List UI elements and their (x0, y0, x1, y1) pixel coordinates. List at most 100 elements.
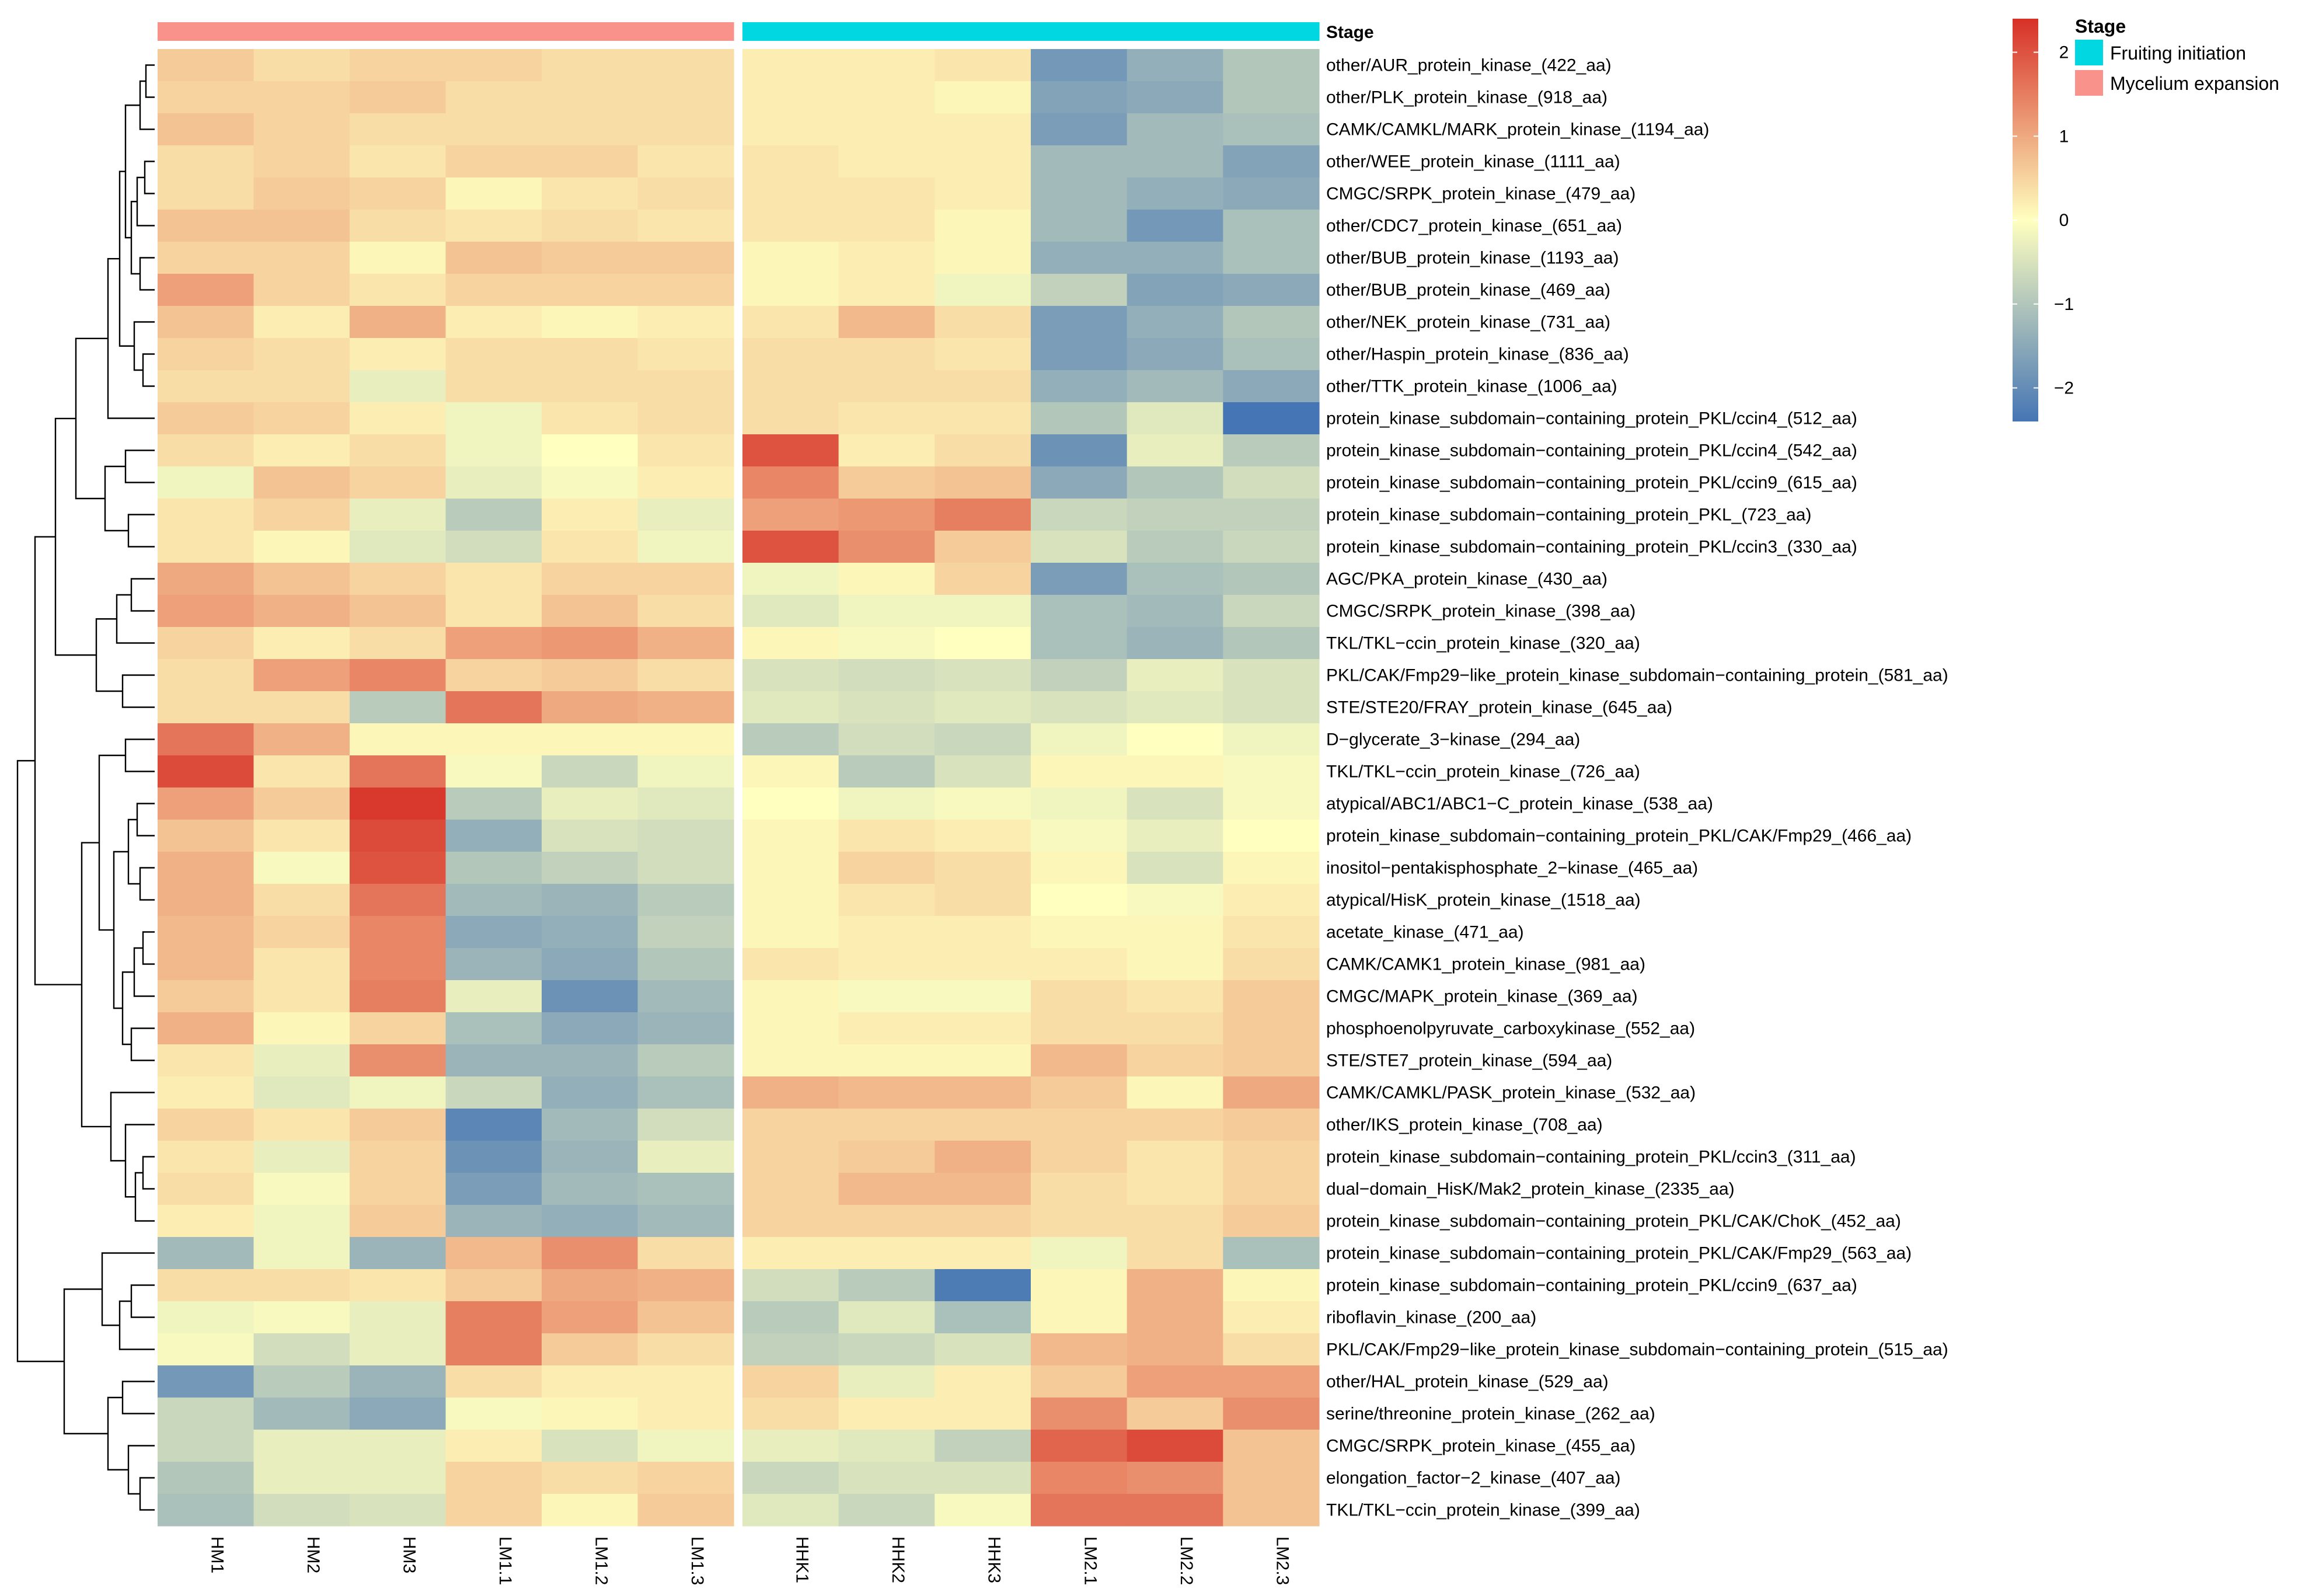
dendrogram-branch (134, 1172, 155, 1222)
heatmap-cell (934, 49, 1031, 82)
heatmap-cell (838, 434, 935, 467)
heatmap-cell (158, 177, 254, 210)
heatmap-cell (1127, 177, 1223, 210)
stage-annotation-cell (1223, 22, 1320, 41)
heatmap-cell (445, 1333, 542, 1366)
heatmap-cell (542, 1333, 639, 1366)
heatmap-cell (934, 466, 1031, 499)
heatmap-cell (350, 1494, 447, 1527)
heatmap-cell (350, 306, 447, 339)
heatmap-cell (445, 787, 542, 820)
heatmap-cell (637, 1205, 734, 1238)
heatmap-cell (158, 723, 254, 756)
column-label: HHK2 (888, 1536, 908, 1583)
heatmap-cell (350, 1044, 447, 1077)
heatmap-cell (637, 1430, 734, 1462)
heatmap-cell (1031, 563, 1128, 595)
heatmap-cell (542, 627, 639, 660)
heatmap-cell (1223, 338, 1320, 371)
heatmap-cell (1031, 595, 1128, 628)
heatmap-cell (934, 145, 1031, 178)
heatmap-cell (637, 1173, 734, 1205)
heatmap-cell (1127, 338, 1223, 371)
row-label: riboflavin_kinase_(200_aa) (1326, 1308, 1536, 1327)
heatmap-cell (934, 627, 1031, 660)
heatmap-cell (742, 210, 839, 242)
row-labels: other/AUR_protein_kinase_(422_aa) other/P… (1326, 56, 1948, 1520)
heatmap-cell (542, 338, 639, 371)
heatmap-cell (350, 563, 447, 595)
color-scale-ticks: 2 1 0 −1 −2 (2013, 43, 2074, 398)
heatmap-cell (253, 691, 350, 724)
heatmap-cell (445, 81, 542, 114)
heatmap-cell (1031, 1333, 1128, 1366)
heatmap-cell (1031, 755, 1128, 788)
heatmap-cell (253, 948, 350, 981)
heatmap-cell (158, 1237, 254, 1270)
heatmap-cell (253, 466, 350, 499)
heatmap-cell (253, 402, 350, 435)
heatmap-cell (838, 1205, 935, 1238)
heatmap-cell (1223, 370, 1320, 403)
dendrogram-branch (139, 257, 155, 291)
heatmap-cell (838, 980, 935, 1013)
stage-annotation-cell (838, 22, 935, 41)
heatmap-cell (838, 1173, 935, 1205)
row-label: protein_kinase_subdomain−containing_prot… (1326, 827, 1912, 846)
heatmap-cell (934, 306, 1031, 339)
heatmap-cell (350, 531, 447, 563)
heatmap-cell (742, 755, 839, 788)
heatmap-cell (158, 1141, 254, 1173)
heatmap-cell (742, 306, 839, 339)
heatmap-cell (350, 1237, 447, 1270)
heatmap-cell (1127, 1301, 1223, 1334)
heatmap-cell (350, 1269, 447, 1302)
heatmap-cell (637, 81, 734, 114)
heatmap-cell (158, 1269, 254, 1302)
heatmap-cell (637, 1494, 734, 1527)
heatmap-cell (542, 852, 639, 884)
row-label: other/Haspin_protein_kinase_(836_aa) (1326, 345, 1629, 364)
heatmap-cell (1127, 306, 1223, 339)
heatmap-cell (158, 659, 254, 692)
heatmap-cell (158, 1462, 254, 1494)
heatmap-cell (838, 402, 935, 435)
heatmap-cell (158, 1365, 254, 1398)
heatmap-cell (253, 755, 350, 788)
heatmap-cell (1223, 1365, 1320, 1398)
heatmap-cell (1031, 916, 1128, 949)
row-label: protein_kinase_subdomain−containing_prot… (1326, 1276, 1857, 1295)
heatmap-cell (742, 1237, 839, 1270)
heatmap-cell (445, 1269, 542, 1302)
heatmap-cell (1223, 1012, 1320, 1045)
heatmap-cell (350, 177, 447, 210)
heatmap-cell (1031, 723, 1128, 756)
dendrogram-branch (139, 80, 155, 130)
heatmap-cell (445, 499, 542, 531)
heatmap-cell (1223, 1462, 1320, 1494)
dendrogram-branch (118, 170, 134, 347)
dendrogram-branch (136, 176, 155, 226)
heatmap-cell (637, 755, 734, 788)
heatmap-cell (934, 563, 1031, 595)
row-label: atypical/ABC1/ABC1−C_protein_kinase_(538… (1326, 794, 1713, 814)
heatmap-cell (445, 242, 542, 274)
row-label: other/IKS_protein_kinase_(708_aa) (1326, 1116, 1603, 1135)
heatmap-cell (1127, 755, 1223, 788)
heatmap-cell (934, 980, 1031, 1013)
heatmap-cell (1031, 1012, 1128, 1045)
heatmap-cell (742, 531, 839, 563)
heatmap-cell (637, 402, 734, 435)
heatmap-cell (253, 563, 350, 595)
heatmap-cell (1127, 627, 1223, 660)
heatmap-cell (1223, 787, 1320, 820)
heatmap-cell (1127, 820, 1223, 852)
heatmap-cell (637, 980, 734, 1013)
column-label: HM1 (207, 1536, 226, 1573)
row-label: other/BUB_protein_kinase_(1193_aa) (1326, 249, 1619, 268)
heatmap-cell (350, 402, 447, 435)
heatmap-cell (637, 113, 734, 146)
heatmap-cell (445, 1462, 542, 1494)
heatmap-cell (934, 113, 1031, 146)
heatmap-cell (742, 499, 839, 531)
